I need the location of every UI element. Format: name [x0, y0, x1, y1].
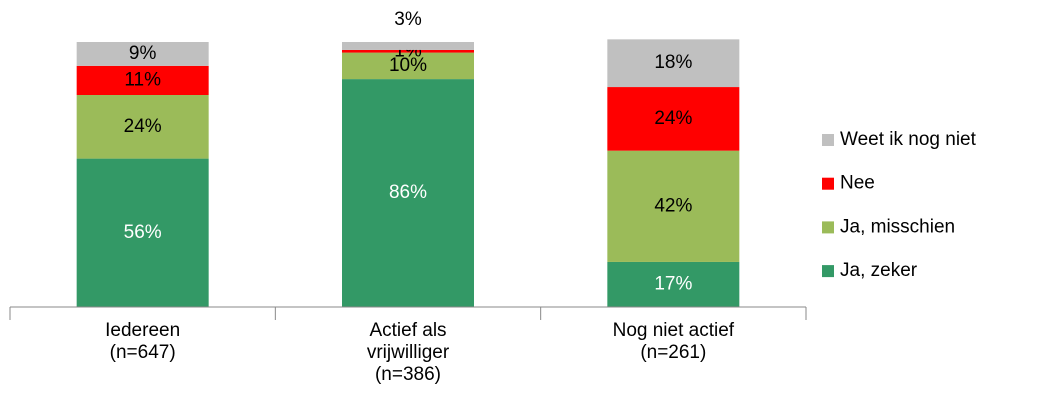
- x-tick-label: Nog niet actief (n=261): [612, 320, 735, 363]
- legend-label: Ja, misschien: [840, 216, 955, 237]
- bar-segment: [607, 87, 740, 151]
- data-label: 24%: [124, 116, 162, 137]
- legend-swatch: [822, 221, 834, 234]
- data-label: 18%: [654, 52, 692, 73]
- data-label: 10%: [389, 55, 427, 76]
- bar-segment: [342, 79, 474, 307]
- data-label: 42%: [654, 195, 692, 216]
- bar-segment: [607, 261, 740, 307]
- legend-label: Weet ik nog niet: [840, 129, 977, 150]
- bar-segment: [76, 158, 209, 307]
- bar-segment: [342, 49, 474, 53]
- data-label: 24%: [654, 108, 692, 129]
- bar-segment: [76, 42, 209, 66]
- bar-segment: [342, 52, 474, 80]
- legend-swatch: [822, 134, 834, 146]
- data-label: 17%: [654, 273, 692, 294]
- bar-segment: [607, 39, 740, 88]
- bar-segment: [342, 42, 474, 50]
- data-label: 11%: [124, 69, 161, 90]
- x-tick-label: Actief als vrijwilliger (n=386): [366, 320, 450, 385]
- bar-segment: [76, 95, 209, 159]
- x-tick-label: Iedereen (n=647): [105, 320, 181, 363]
- legend-label: Nee: [840, 173, 875, 194]
- data-label: 86%: [389, 182, 427, 203]
- legend-swatch: [822, 265, 834, 278]
- bar-segment: [607, 150, 740, 262]
- data-label: 3%: [394, 9, 422, 30]
- bar-segment: [76, 65, 209, 95]
- data-label: 9%: [129, 43, 157, 64]
- legend-swatch: [822, 177, 834, 190]
- data-label: 56%: [124, 222, 162, 243]
- legend-label: Ja, zeker: [840, 260, 918, 281]
